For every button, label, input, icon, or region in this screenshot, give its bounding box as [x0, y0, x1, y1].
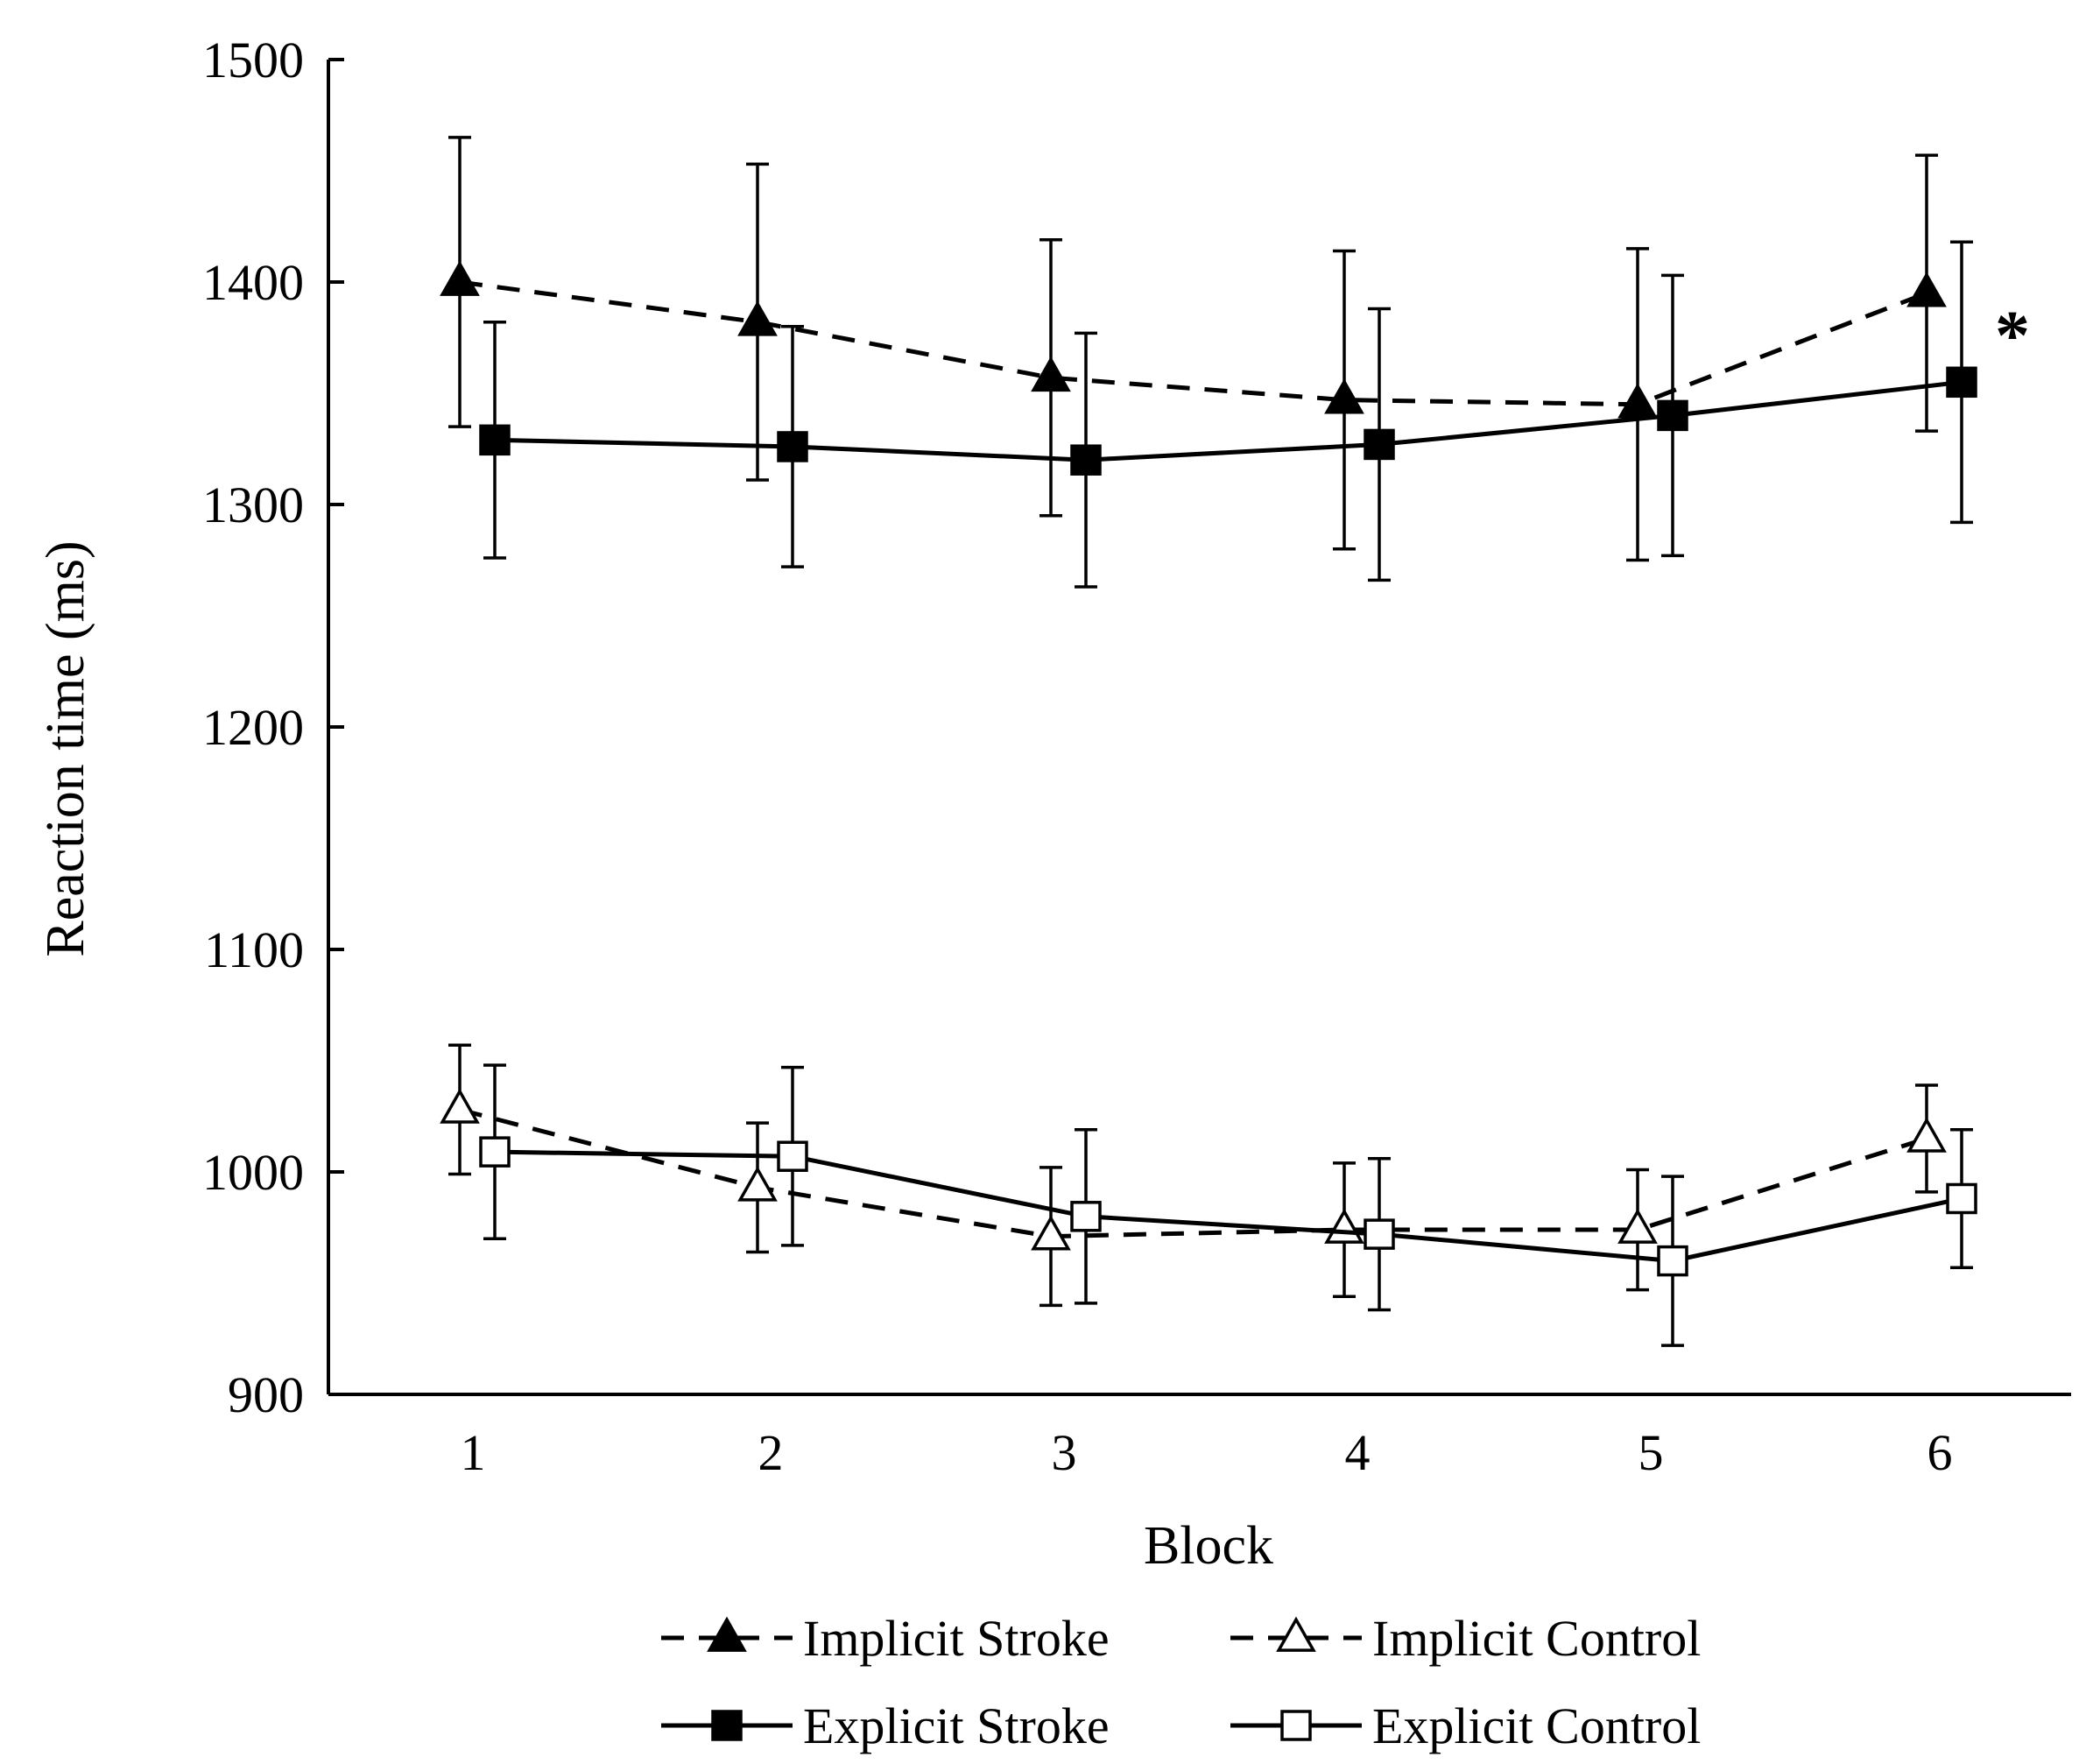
data-point — [1324, 378, 1364, 414]
data-point — [1031, 1215, 1071, 1251]
legend-item-implicit-control: Implicit Control — [1230, 1610, 1701, 1667]
y-tick-label: 1200 — [202, 699, 304, 756]
legend-item-explicit-control: Explicit Control — [1230, 1697, 1701, 1754]
y-tick-label: 900 — [228, 1366, 304, 1423]
legend-label: Implicit Stroke — [803, 1610, 1110, 1667]
y-axis-title: Reaction time (ms) — [36, 540, 95, 956]
data-point — [1946, 1182, 1977, 1215]
data-point — [1906, 272, 1947, 307]
x-axis-title: Block — [1144, 1516, 1273, 1576]
data-point — [1070, 1201, 1102, 1232]
significance-asterisk: * — [1995, 298, 2030, 375]
x-tick-label: 3 — [1052, 1424, 1077, 1481]
y-tick-label: 1100 — [204, 921, 304, 978]
series-explicit-control — [479, 1063, 1977, 1347]
plot-area — [440, 136, 1977, 1347]
x-tick-label: 4 — [1345, 1424, 1371, 1481]
data-point — [1324, 1208, 1364, 1244]
data-point — [1906, 1117, 1947, 1153]
legend-marker — [707, 1616, 747, 1652]
data-point — [1657, 399, 1688, 432]
data-point — [1617, 1208, 1658, 1244]
y-tick-label: 1500 — [202, 32, 304, 88]
data-point — [777, 431, 808, 462]
y-axis-ticks: 900 1000 1100 1200 1300 1400 1500 — [202, 32, 344, 1423]
legend-label: Explicit Stroke — [803, 1697, 1110, 1754]
x-tick-label: 5 — [1638, 1424, 1664, 1481]
data-point — [737, 300, 778, 336]
x-tick-label: 1 — [461, 1424, 486, 1481]
data-point — [1657, 1245, 1688, 1277]
data-point — [1364, 1218, 1395, 1250]
data-point — [1031, 356, 1071, 392]
series-implicit-control — [440, 1043, 1947, 1308]
legend-label: Explicit Control — [1372, 1697, 1701, 1754]
axes — [327, 60, 2071, 1396]
legend-marker — [711, 1710, 743, 1741]
data-point — [1946, 366, 1977, 399]
series-line — [494, 1149, 1963, 1264]
x-tick-label: 2 — [758, 1424, 784, 1481]
legend-item-explicit-stroke: Explicit Stroke — [661, 1697, 1110, 1754]
legend-item-implicit-stroke: Implicit Stroke — [661, 1610, 1110, 1667]
x-axis-ticks: 1 2 3 4 5 6 — [461, 1424, 1953, 1481]
y-tick-label: 1300 — [202, 476, 304, 533]
data-point — [1617, 383, 1658, 419]
data-point — [777, 1140, 808, 1172]
data-point — [440, 1088, 480, 1124]
x-tick-label: 6 — [1927, 1424, 1953, 1481]
legend-label: Implicit Control — [1372, 1610, 1701, 1667]
y-tick-label: 1000 — [202, 1144, 304, 1201]
data-point — [479, 1136, 511, 1168]
series-line — [459, 279, 1927, 407]
series-explicit-stroke — [479, 240, 1977, 589]
data-point — [440, 260, 480, 296]
data-point — [737, 1166, 778, 1202]
series-line — [459, 1107, 1927, 1239]
legend-marker — [1276, 1616, 1316, 1652]
series-implicit-stroke — [440, 136, 1947, 562]
series-line — [494, 379, 1963, 462]
y-tick-label: 1400 — [202, 254, 304, 311]
legend: Implicit Stroke Implicit Control Explicit … — [661, 1610, 1701, 1754]
legend-marker — [1280, 1710, 1312, 1741]
data-point — [1364, 428, 1395, 461]
data-point — [479, 424, 511, 456]
data-point — [1070, 444, 1102, 476]
